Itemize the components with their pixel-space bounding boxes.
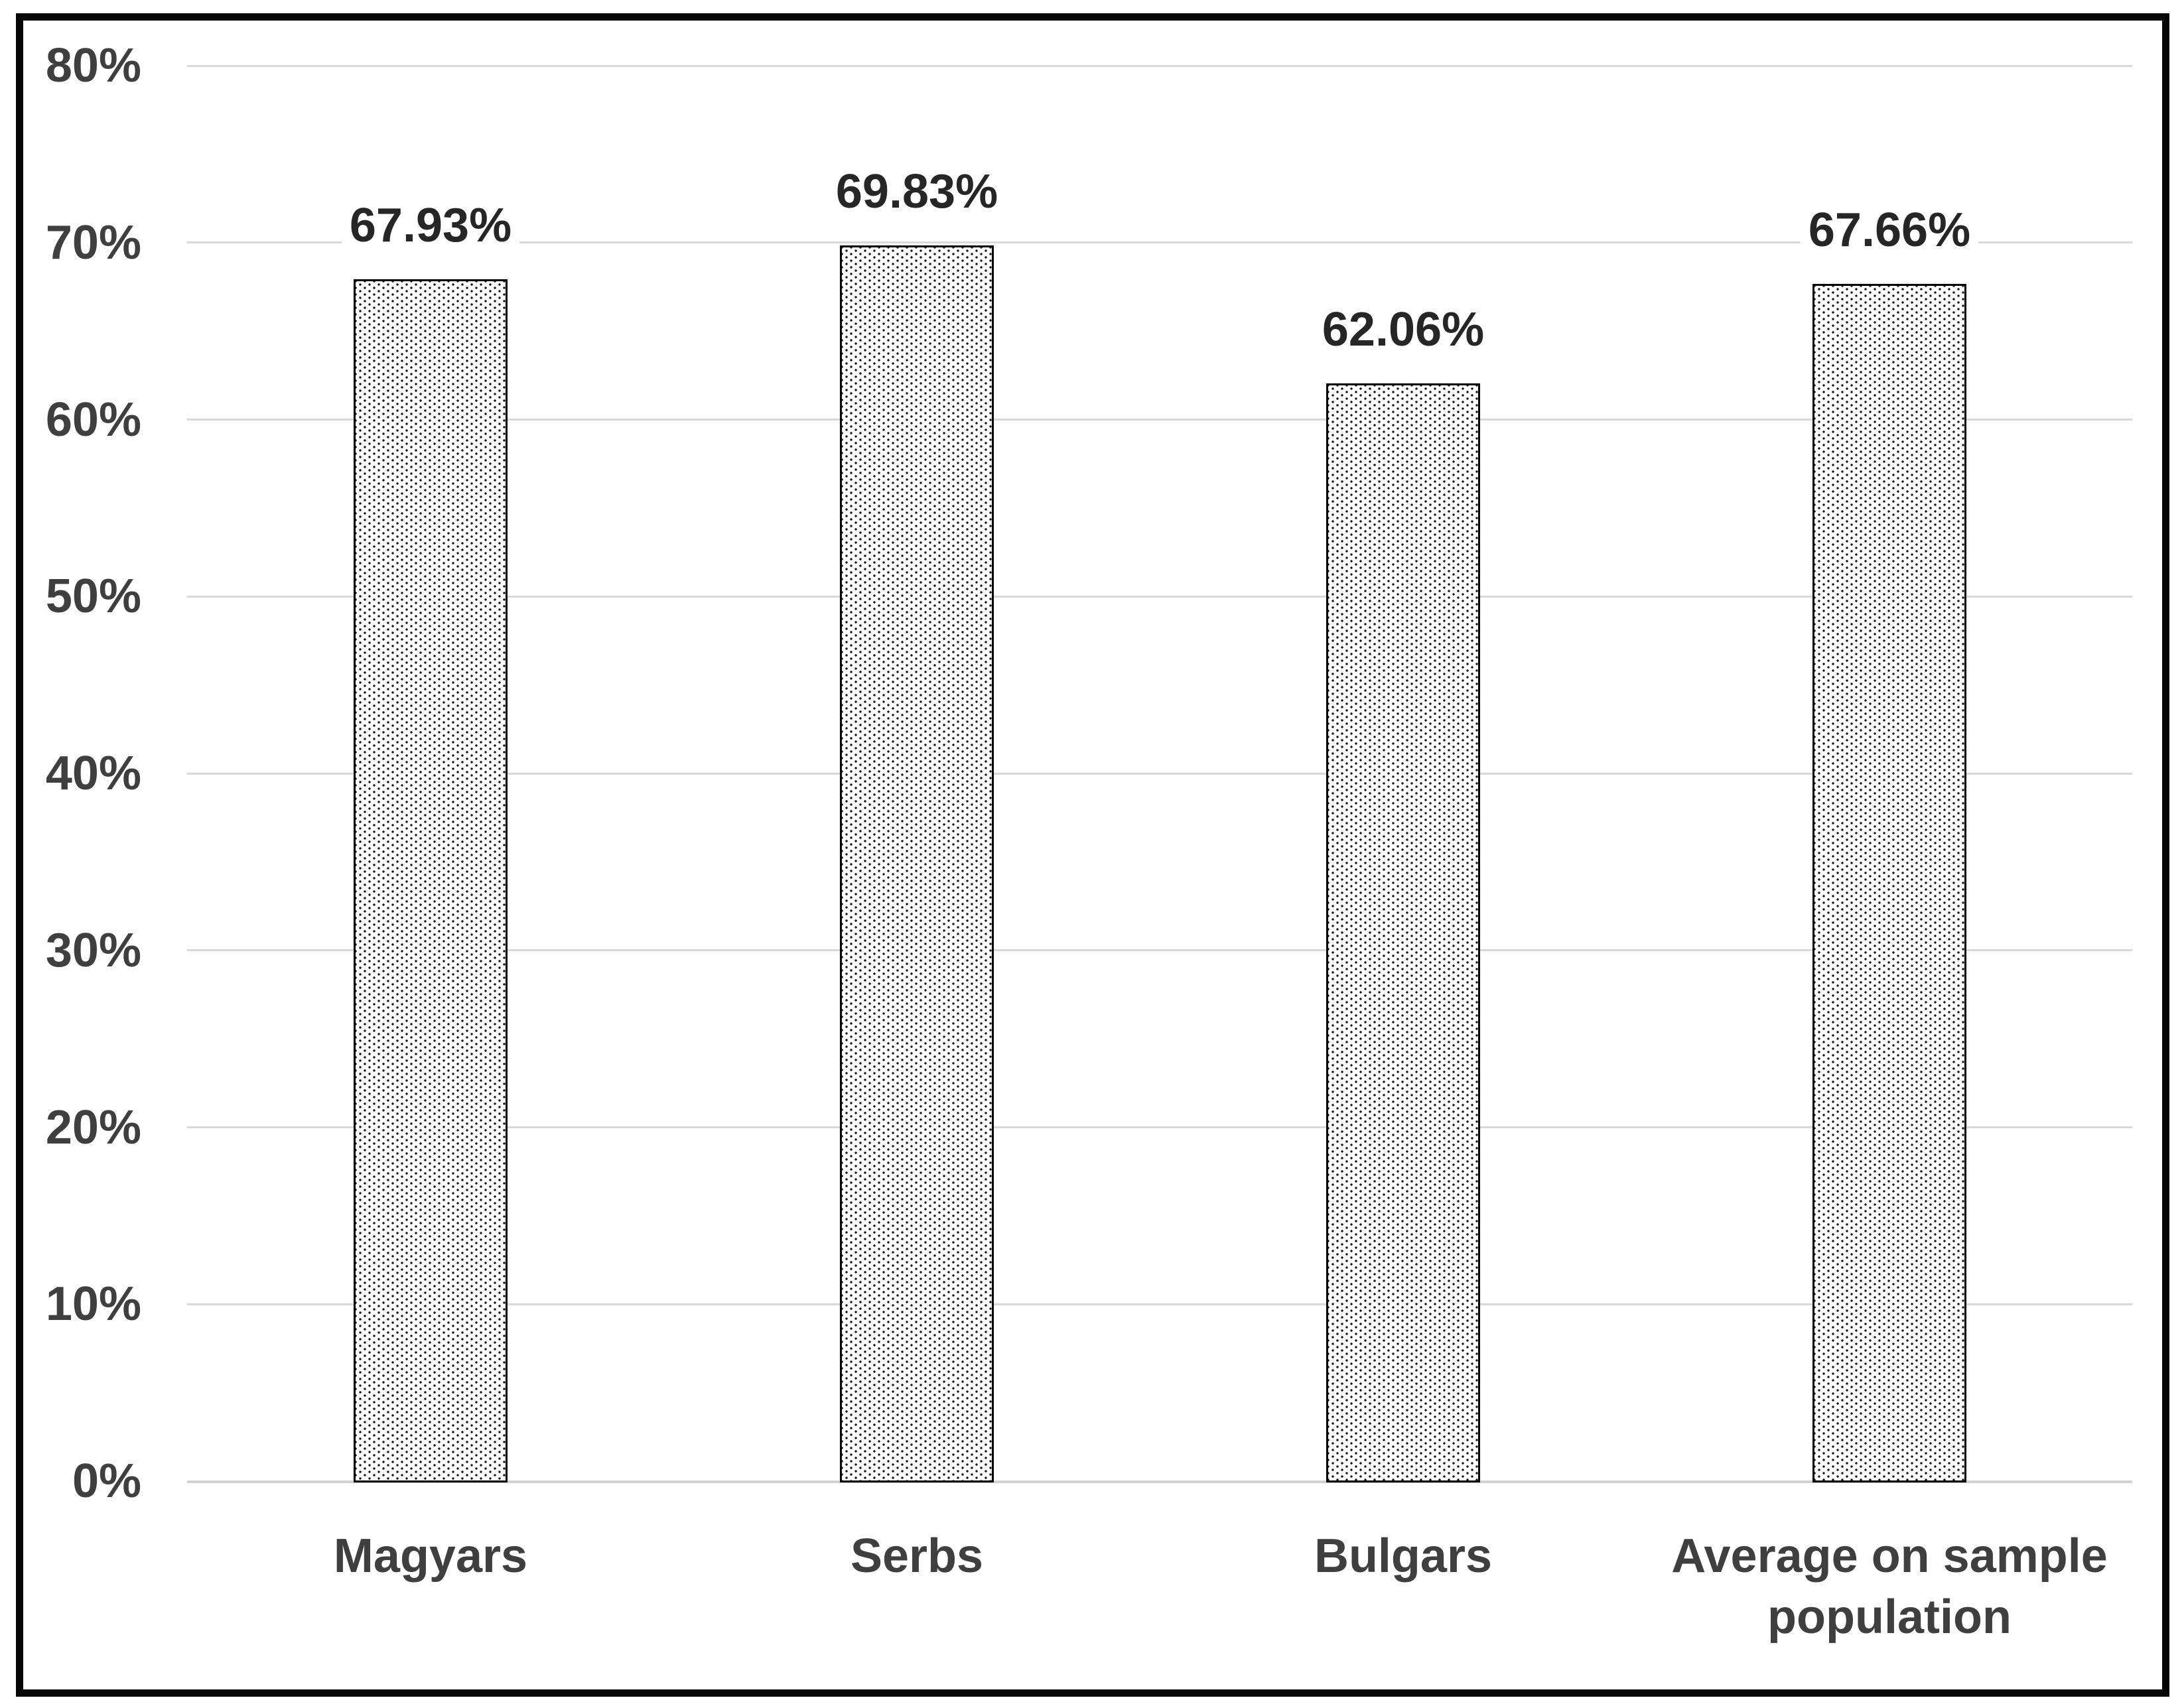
gridline bbox=[187, 241, 2132, 243]
y-tick-label: 80% bbox=[45, 39, 141, 92]
bar-data-label-text: 69.83% bbox=[827, 165, 1006, 218]
category-label: Average on sample population bbox=[1671, 1530, 2108, 1644]
bar-data-label-text: 67.66% bbox=[1800, 204, 1979, 257]
y-tick-label: 70% bbox=[45, 216, 141, 269]
y-tick-label: 10% bbox=[45, 1278, 141, 1331]
gridline bbox=[187, 1126, 2132, 1128]
y-tick-label: 20% bbox=[45, 1101, 141, 1154]
gridline bbox=[187, 949, 2132, 951]
bar bbox=[354, 279, 508, 1482]
gridline bbox=[187, 773, 2132, 775]
bar-data-label: 62.06% bbox=[1231, 301, 1576, 358]
y-tick-label: 60% bbox=[45, 393, 141, 446]
bar bbox=[1812, 284, 1966, 1482]
gridline bbox=[187, 419, 2132, 421]
bar-data-label-text: 67.93% bbox=[341, 199, 520, 252]
category-label: Magyars bbox=[333, 1530, 528, 1583]
bar-data-label: 67.66% bbox=[1717, 202, 2062, 259]
y-tick-label: 40% bbox=[45, 747, 141, 800]
bar-data-label: 69.83% bbox=[744, 163, 1089, 220]
y-tick-label: 30% bbox=[45, 924, 141, 977]
y-tick-label: 50% bbox=[45, 570, 141, 623]
gridline bbox=[187, 1303, 2132, 1305]
bar bbox=[1326, 383, 1480, 1482]
bar-data-label-text: 62.06% bbox=[1314, 303, 1493, 356]
category-label: Serbs bbox=[850, 1530, 984, 1583]
gridline bbox=[187, 65, 2132, 67]
bar bbox=[840, 245, 994, 1482]
x-axis-line bbox=[187, 1480, 2132, 1483]
category-label: Bulgars bbox=[1314, 1530, 1493, 1583]
y-tick-label: 0% bbox=[72, 1455, 141, 1508]
bar-data-label: 67.93% bbox=[258, 197, 603, 254]
gridline bbox=[187, 596, 2132, 598]
